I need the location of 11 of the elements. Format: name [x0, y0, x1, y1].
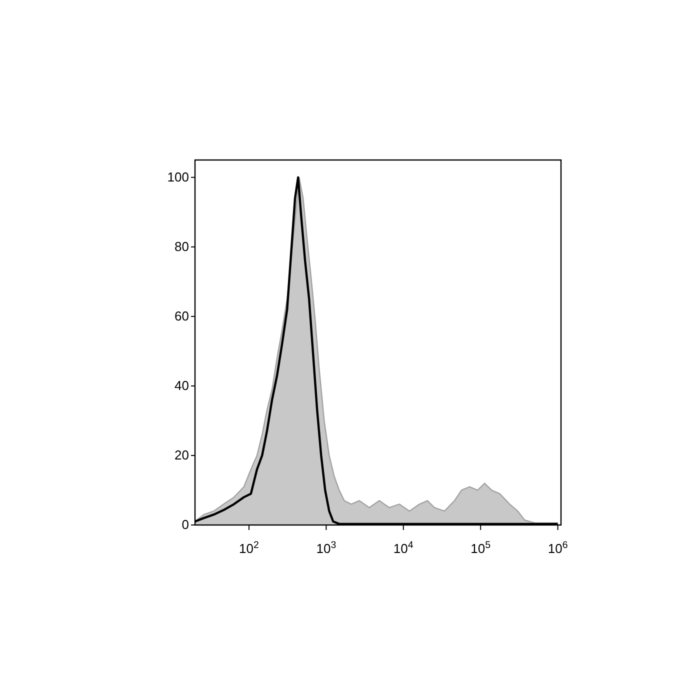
y-tick-label: 0 — [182, 517, 189, 532]
y-tick-label: 20 — [174, 447, 189, 462]
x-tick-label: 10$^{3}$ — [316, 540, 336, 556]
y-tick-label: 100 — [167, 169, 189, 184]
x-tick-label: 10$^{4}$ — [393, 540, 414, 556]
y-tick-label: 60 — [174, 308, 189, 324]
x-tick-label: 10$^{6}$ — [548, 540, 568, 556]
y-tick-label: 80 — [174, 238, 189, 254]
x-tick-label: 10$^{2}$ — [239, 540, 259, 556]
x-tick-label: 10$^{5}$ — [470, 540, 492, 556]
y-tick-label: 40 — [174, 378, 189, 393]
